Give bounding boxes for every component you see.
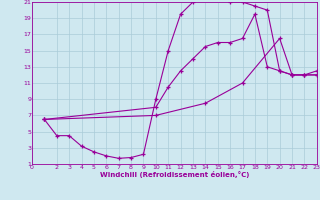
X-axis label: Windchill (Refroidissement éolien,°C): Windchill (Refroidissement éolien,°C): [100, 171, 249, 178]
